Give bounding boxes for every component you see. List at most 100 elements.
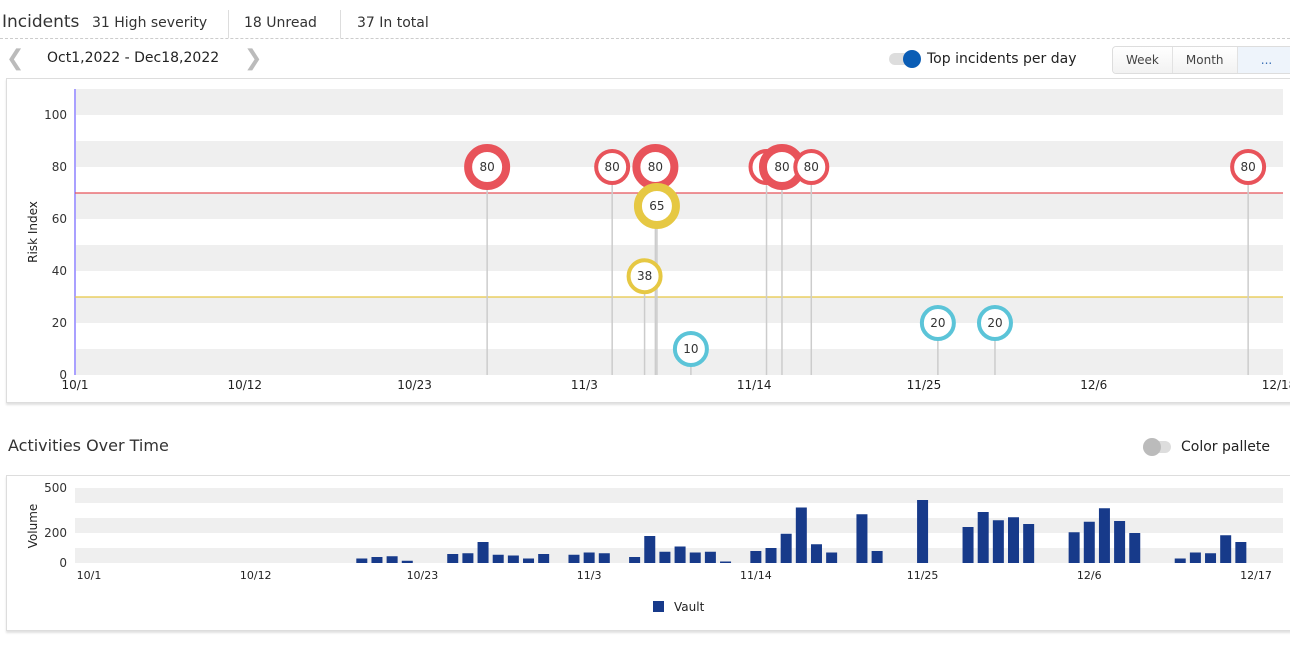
volume-bar [856,514,868,563]
volume-bar [962,527,974,563]
incident-marker-label: 65 [649,199,664,213]
total-count[interactable]: 37 In total [357,15,429,31]
segment-month[interactable]: Month [1172,47,1238,73]
y-tick-label: 100 [44,108,67,122]
incidents-chart-panel: 0 20 40 60 80 100 10/1 10/12 10/23 11/3 11/14 11/25… [6,78,1290,403]
volume-bar [401,560,413,563]
unread-count[interactable]: 18 Unread [244,15,317,31]
volume-bar [1189,552,1201,563]
volume-bar [356,558,368,563]
x-tick-label: 10/23 [407,569,439,582]
grid-band [75,89,1283,115]
page-title: Incidents [2,12,80,32]
volume-bar [386,556,398,563]
volume-bar [1129,533,1141,563]
y-axis-title: Risk Index [26,201,40,263]
x-tick-label: 11/25 [907,569,939,582]
y-tick-label: 40 [52,264,67,278]
volume-bar [492,554,504,563]
next-period-chevron-icon[interactable]: ❯ [244,46,263,71]
incident-marker [633,183,680,229]
x-tick-label: 12/6 [1077,569,1102,582]
previous-period-chevron-icon[interactable]: ❮ [6,46,25,71]
volume-bar [810,544,822,563]
volume-bar [977,512,989,563]
incident-marker [626,258,663,295]
incident-marker-label: 38 [637,269,652,283]
date-range: Oct1,2022 - Dec18,2022 [47,50,220,66]
incident-marker [594,149,631,185]
incident-marker-label: 10 [683,342,698,356]
grid-band [75,488,1283,503]
volume-bar [795,507,807,563]
volume-bar [1220,535,1232,563]
volume-bar [750,551,762,563]
volume-bar [704,551,716,563]
y-tick-label: 60 [52,212,67,226]
incident-marker-label: 80 [648,160,663,174]
color-palette-toggle[interactable] [1143,438,1171,456]
segment-more[interactable]: ... [1237,47,1290,73]
volume-bar [1008,517,1020,563]
volume-bar [674,546,686,563]
volume-bar [1174,558,1186,563]
activities-title: Activities Over Time [8,436,169,455]
volume-bar [629,557,641,563]
top-incidents-toggle[interactable] [889,50,921,68]
high-severity-count[interactable]: 31 High severity [92,15,208,31]
top-incidents-label: Top incidents per day [927,51,1077,67]
x-tick-label: 10/1 [62,378,89,392]
x-tick-label: 12/17 [1240,569,1272,582]
x-tick-label: 12/6 [1080,378,1107,392]
y-tick-label: 200 [44,526,67,540]
incident-marker-label: 80 [804,160,819,174]
volume-bar [507,555,519,563]
volume-bar [992,520,1004,563]
y-axis-title: Volume [26,504,40,549]
volume-bar [1205,553,1217,563]
x-tick-label: 10/12 [240,569,272,582]
volume-bar [644,536,656,563]
volume-bar [598,553,610,563]
incident-marker-label: 20 [987,316,1002,330]
grid-band [75,297,1283,323]
incident-marker [793,149,830,185]
incident-marker-label: 20 [930,316,945,330]
toggle-track [889,50,921,68]
incident-marker [464,144,511,190]
toggle-knob [903,50,921,68]
y-tick-label: 20 [52,316,67,330]
x-tick-label: 10/12 [227,378,262,392]
incident-marker [1230,149,1267,185]
volume-bar [447,554,459,563]
period-segmented-control: Week Month ... [1112,46,1290,74]
volume-bar [765,548,777,563]
toggle-knob [1143,438,1161,456]
toggle-track [1143,438,1171,456]
volume-bar [917,500,929,563]
x-tick-label: 11/14 [737,378,772,392]
incident-marker [672,331,709,367]
incidents-risk-chart: 0 20 40 60 80 100 10/1 10/12 10/23 11/3 11/14 11/25… [26,89,1290,392]
incident-marker-label: 80 [605,160,620,174]
incident-marker-label: 80 [479,160,494,174]
y-tick-label: 0 [59,556,67,570]
volume-bar [371,557,383,563]
volume-bar [538,554,550,563]
volume-bar [568,554,580,563]
x-tick-label: 10/23 [397,378,432,392]
volume-bar [1023,524,1035,563]
incident-marker [976,305,1013,341]
volume-bar [1114,521,1126,563]
incident-marker-label: 80 [1240,160,1255,174]
y-tick-label: 500 [44,481,67,495]
volume-bar [1098,508,1110,563]
volume-bar [583,552,595,563]
incidents-header: Incidents 31 High severity 18 Unread 37 … [0,0,1290,39]
segment-week[interactable]: Week [1113,47,1173,73]
volume-bar [826,552,838,563]
y-tick-label: 80 [52,160,67,174]
volume-bar [780,533,792,563]
activities-bar-chart: 0 200 500 10/1 10/12 10/23 11/3 11/14 11/25 12/6 1… [26,481,1283,614]
color-palette-label: Color pallete [1181,439,1270,455]
